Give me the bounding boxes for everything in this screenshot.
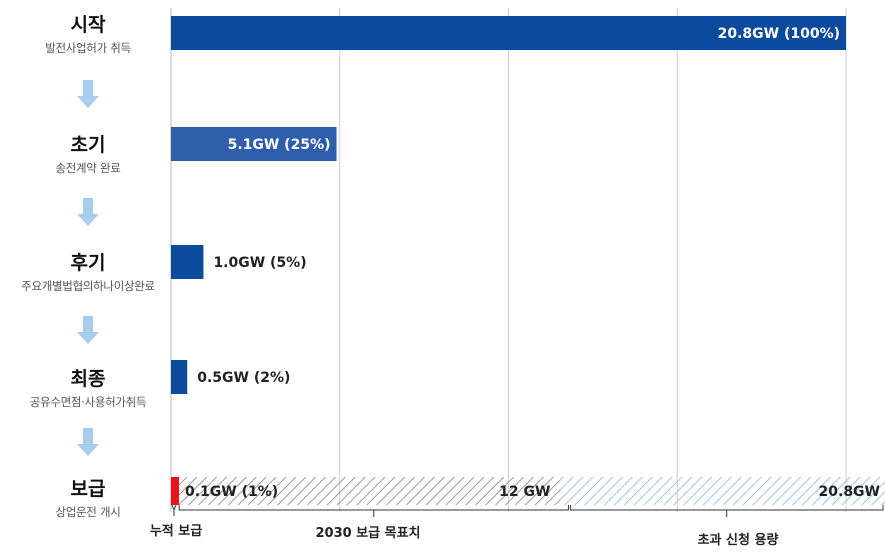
stage-name: 초기 — [70, 134, 106, 156]
stage-desc: 발전사업허가 취득 — [45, 41, 131, 55]
bracket-cumulative — [171, 504, 177, 516]
stage-name: 후기 — [70, 252, 106, 274]
target-hatch-bar — [174, 477, 561, 505]
bottom-annotation-2: 2030 보급 목표치 — [315, 526, 421, 541]
data-label-1: 20.8GW (100%) — [718, 26, 840, 42]
bottom-annotation-1: 누적 보급 — [149, 524, 203, 539]
stage-desc: 송전계약 완료 — [55, 161, 121, 175]
bar-4 — [171, 360, 188, 394]
stage-name: 보급 — [70, 478, 106, 500]
stage-name: 최종 — [70, 368, 106, 390]
data-label-5: 0.1GW (1%) — [185, 484, 278, 500]
bar-1 — [171, 16, 846, 50]
bottom-annotation-3: 초과 신청 용량 — [697, 533, 779, 548]
down-arrow-icon — [77, 316, 99, 344]
stage-name: 시작 — [70, 14, 106, 36]
bar-2 — [171, 127, 337, 161]
down-arrow-icon — [77, 80, 99, 108]
excess-hatch-bar — [560, 477, 885, 505]
stage-desc: 공유수면점·사용허가취득 — [29, 395, 147, 409]
excess-value-label: 20.8GW — [819, 484, 880, 500]
down-arrow-icon — [77, 198, 99, 226]
target-value-label: 12 GW — [499, 484, 550, 500]
stage-desc: 주요개별법협의하나이상완료 — [21, 279, 155, 293]
down-arrow-icon — [77, 428, 99, 456]
stage-desc: 상업운전 개시 — [55, 505, 121, 519]
bracket-excess — [569, 505, 884, 517]
data-label-4: 0.5GW (2%) — [197, 370, 290, 386]
data-label-3: 1.0GW (5%) — [213, 255, 306, 271]
bar-3 — [171, 245, 204, 279]
bracket-target — [178, 505, 569, 517]
bar-5 — [171, 477, 179, 505]
data-label-2: 5.1GW (25%) — [228, 137, 331, 153]
